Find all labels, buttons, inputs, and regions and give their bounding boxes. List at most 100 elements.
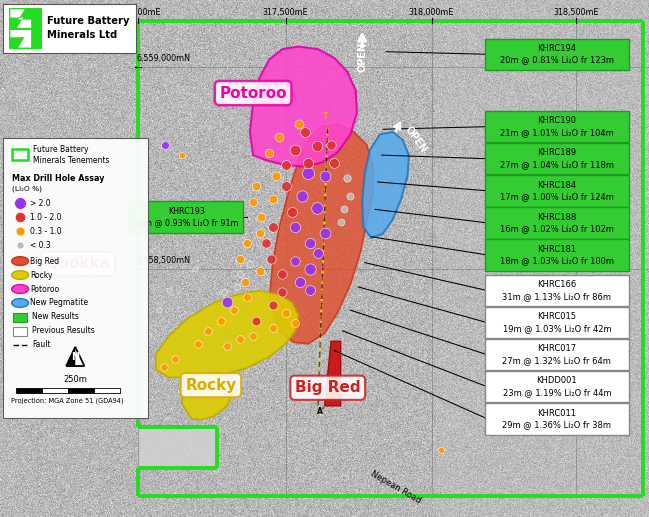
FancyBboxPatch shape	[13, 313, 27, 322]
Point	[267, 223, 278, 232]
Point	[151, 203, 161, 211]
Text: KHRC015
19m @ 1.03% Li₂O fr 42m: KHRC015 19m @ 1.03% Li₂O fr 42m	[502, 312, 611, 333]
Point	[305, 265, 315, 273]
Point	[267, 301, 278, 309]
Polygon shape	[250, 47, 357, 166]
FancyBboxPatch shape	[485, 339, 628, 370]
Point	[277, 270, 288, 278]
Point	[280, 161, 291, 170]
Polygon shape	[10, 9, 31, 28]
Point	[290, 257, 300, 265]
Point	[280, 182, 291, 190]
Text: A': A'	[317, 407, 324, 416]
Point	[251, 182, 262, 190]
FancyBboxPatch shape	[485, 175, 628, 206]
Text: < 0.3: < 0.3	[30, 240, 51, 250]
Point	[300, 128, 310, 136]
Polygon shape	[66, 347, 75, 366]
Text: KHRC194
20m @ 0.81% Li₂O fr 123m: KHRC194 20m @ 0.81% Li₂O fr 123m	[500, 44, 614, 65]
FancyBboxPatch shape	[485, 403, 628, 434]
Text: Previous Results: Previous Results	[32, 326, 95, 336]
FancyBboxPatch shape	[68, 388, 94, 393]
Ellipse shape	[12, 257, 29, 266]
Point	[15, 213, 25, 221]
Point	[256, 213, 266, 221]
Point	[219, 288, 229, 296]
Point	[417, 358, 427, 366]
FancyBboxPatch shape	[13, 327, 27, 336]
Point	[342, 174, 352, 183]
Point	[254, 267, 265, 276]
Text: KHDD001
23m @ 1.19% Li₂O fr 44m: KHDD001 23m @ 1.19% Li₂O fr 44m	[502, 376, 611, 397]
Point	[319, 172, 330, 180]
Point	[158, 363, 169, 371]
Point	[277, 288, 288, 296]
Point	[303, 159, 313, 167]
Polygon shape	[138, 427, 217, 517]
Point	[228, 306, 239, 314]
Point	[329, 159, 339, 167]
Text: (Li₂O %): (Li₂O %)	[12, 186, 42, 192]
Polygon shape	[362, 132, 409, 238]
Point	[193, 340, 203, 348]
Point	[303, 169, 313, 177]
Point	[164, 285, 174, 294]
FancyBboxPatch shape	[485, 371, 628, 402]
Point	[190, 265, 200, 273]
Text: KHRC011
29m @ 1.36% Li₂O fr 38m: KHRC011 29m @ 1.36% Li₂O fr 38m	[502, 408, 611, 429]
FancyBboxPatch shape	[485, 275, 628, 306]
Point	[241, 293, 252, 301]
Point	[319, 229, 330, 237]
Text: 6,559,000mN: 6,559,000mN	[136, 54, 190, 63]
Point	[290, 223, 300, 232]
Polygon shape	[10, 30, 31, 48]
Text: 317,000mE: 317,000mE	[116, 8, 161, 17]
Text: KHRC181
18m @ 1.03% Li₂O fr 100m: KHRC181 18m @ 1.03% Li₂O fr 100m	[500, 245, 614, 265]
Point	[235, 334, 245, 343]
Point	[287, 208, 297, 216]
Point	[202, 327, 213, 335]
Point	[138, 402, 148, 410]
Point	[266, 254, 276, 263]
Point	[305, 285, 315, 294]
Point	[267, 195, 278, 203]
Point	[336, 218, 346, 226]
Point	[326, 141, 336, 149]
Polygon shape	[140, 428, 216, 467]
Text: Potoroo: Potoroo	[30, 284, 59, 294]
FancyBboxPatch shape	[485, 207, 628, 239]
FancyBboxPatch shape	[129, 201, 243, 233]
Point	[290, 146, 300, 154]
Text: KHRC190
21m @ 1.01% Li₂O fr 104m: KHRC190 21m @ 1.01% Li₂O fr 104m	[500, 116, 614, 137]
Point	[295, 278, 305, 286]
Polygon shape	[156, 291, 299, 377]
Point	[222, 298, 232, 307]
Point	[345, 192, 356, 201]
Point	[235, 254, 245, 263]
Text: 6,558,500mN: 6,558,500mN	[136, 256, 190, 265]
FancyBboxPatch shape	[485, 239, 628, 271]
Bar	[435, 0, 649, 517]
Text: 1.0 - 2.0: 1.0 - 2.0	[30, 212, 62, 222]
Point	[297, 192, 307, 201]
Text: Nepean Road: Nepean Road	[369, 469, 422, 505]
Text: New Pegmatite: New Pegmatite	[30, 298, 88, 308]
Point	[339, 205, 349, 214]
Point	[240, 278, 251, 286]
Point	[141, 223, 151, 232]
Point	[245, 260, 255, 268]
Point	[232, 283, 242, 291]
Point	[274, 133, 284, 141]
FancyBboxPatch shape	[485, 111, 628, 142]
FancyBboxPatch shape	[94, 388, 120, 393]
Text: Quokka: Quokka	[45, 256, 110, 271]
FancyBboxPatch shape	[485, 39, 628, 70]
Point	[436, 446, 447, 454]
FancyBboxPatch shape	[485, 143, 628, 175]
Text: KHRC188
16m @ 1.02% Li₂O fr 102m: KHRC188 16m @ 1.02% Li₂O fr 102m	[500, 212, 614, 233]
FancyBboxPatch shape	[16, 388, 42, 393]
Text: Max Drill Hole Assay: Max Drill Hole Assay	[12, 174, 105, 183]
Point	[235, 270, 245, 278]
Text: Projection: MGA Zone 51 (GDA94): Projection: MGA Zone 51 (GDA94)	[11, 398, 124, 404]
Point	[154, 306, 164, 314]
